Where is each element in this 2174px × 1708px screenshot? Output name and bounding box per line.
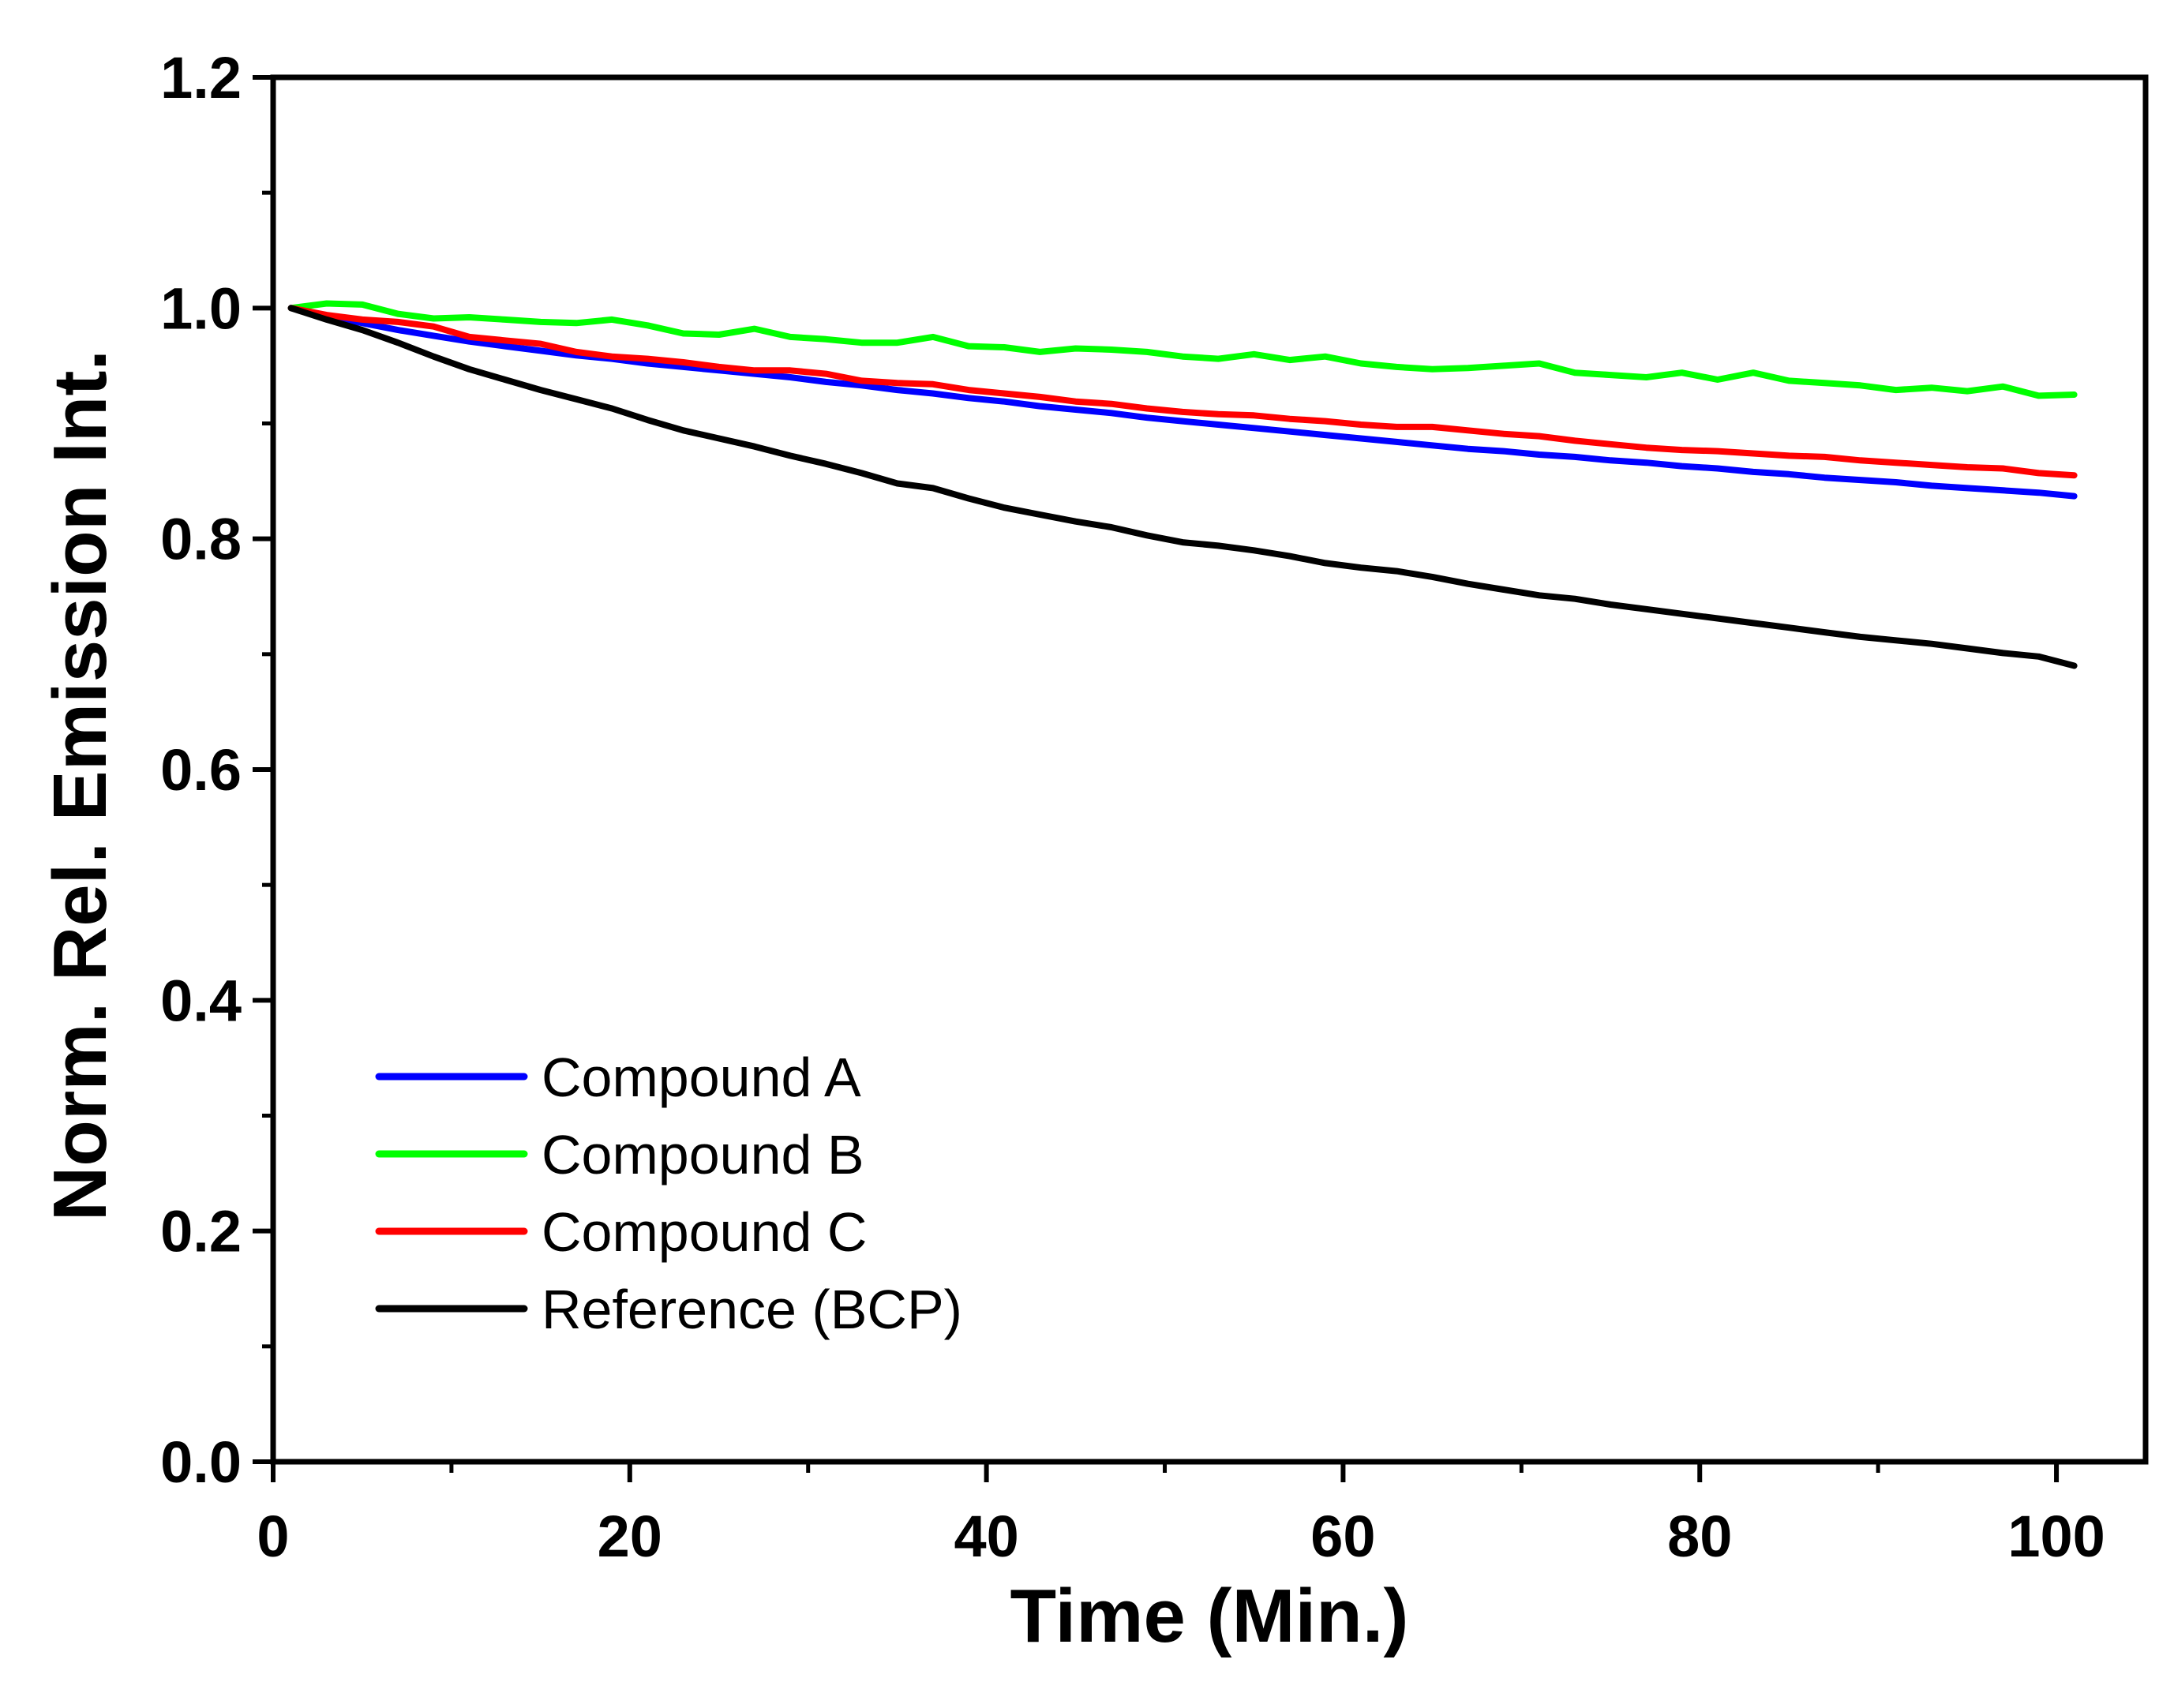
y-tick-label: 0.6	[160, 737, 242, 803]
legend-label-3: Compound C	[542, 1201, 867, 1263]
legend-label-1: Compound A	[542, 1047, 861, 1108]
y-tick-label: 0.4	[160, 968, 242, 1033]
y-tick-label: 0.0	[160, 1429, 242, 1495]
legend: Compound A Compound B Compound C Reference …	[375, 1047, 962, 1340]
x-tick-label: 40	[954, 1504, 1018, 1569]
x-tick-label: 0	[257, 1504, 289, 1569]
series-lines	[287, 300, 2078, 669]
x-axis-title: Time (Min.)	[1010, 1574, 1409, 1658]
x-tick-label: 20	[598, 1504, 662, 1569]
y-tick-label: 1.0	[160, 275, 242, 341]
legend-label-2: Compound B	[542, 1124, 864, 1185]
series-line-2	[287, 300, 2078, 399]
series-line-4	[287, 305, 2078, 669]
x-tick-label: 80	[1667, 1504, 1732, 1569]
y-tick-label: 0.8	[160, 507, 242, 572]
x-tick-label: 60	[1310, 1504, 1375, 1569]
y-tick-label: 1.2	[160, 45, 242, 110]
y-axis-title: Norm. Rel. Emission Int.	[38, 350, 122, 1221]
tick-labels: 0 20 40 60 80 100 0.0 0.2 0.4 0.6 0.8 1.0 1.2	[160, 45, 2105, 1569]
plot-frame	[270, 74, 2149, 1465]
y-tick-label: 0.2	[160, 1199, 242, 1264]
x-tick-label: 100	[2007, 1504, 2105, 1569]
series-line-3	[287, 305, 2078, 479]
legend-label-4: Reference (BCP)	[542, 1279, 962, 1340]
